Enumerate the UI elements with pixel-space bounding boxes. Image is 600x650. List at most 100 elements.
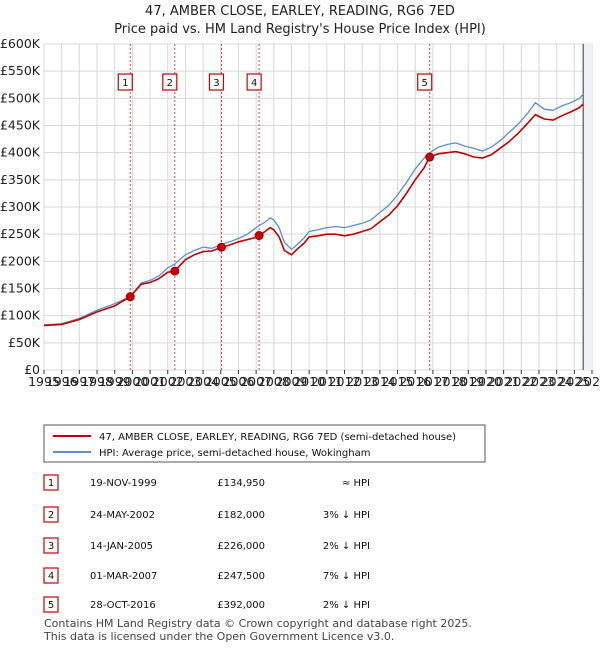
y-tick-label: £50K <box>8 335 41 350</box>
x-tick-label: 2013 <box>346 374 378 389</box>
x-tick-label: 2012 <box>329 374 361 389</box>
y-axis: £0 £50K £100K £150K £200K £250K £300K £350K £400… <box>0 36 41 377</box>
grid-lines <box>43 43 593 371</box>
row-date: 19-NOV-1999 <box>90 478 157 489</box>
x-tick-label: 2010 <box>293 374 325 389</box>
legend-price-label: 47, AMBER CLOSE, EARLEY, READING, RG6 7E… <box>99 432 456 443</box>
footer-copyright: Contains HM Land Registry data © Crown c… <box>44 617 472 630</box>
row-price: £392,000 <box>217 600 265 611</box>
price-paid-line <box>43 103 584 327</box>
row-date: 01-MAR-2007 <box>90 571 157 582</box>
row-hpi: 2% ↓ HPI <box>323 541 370 552</box>
table-row: 4 01-MAR-2007 £247,500 7% ↓ HPI <box>43 567 370 584</box>
sale-point <box>216 242 226 252</box>
x-tick-label: 2002 <box>152 374 184 389</box>
y-tick-label: £400K <box>0 145 41 160</box>
x-tick-label: 2018 <box>435 374 467 389</box>
x-tick-label: 2023 <box>523 374 555 389</box>
hpi-line <box>43 93 584 326</box>
x-tick-label: 2025 <box>558 374 590 389</box>
chart-subtitle: Price paid vs. HM Land Registry's House … <box>114 22 486 37</box>
x-tick-label: 2020 <box>470 374 502 389</box>
y-tick-label: £450K <box>0 118 41 133</box>
sale-point <box>170 266 180 276</box>
x-tick-label: 1995 <box>28 374 60 389</box>
x-tick-label: 1997 <box>63 374 95 389</box>
y-tick-label: £0 <box>24 362 40 377</box>
sales-table: 1 19-NOV-1999 £134,950 ≈ HPI 2 24-MAY-20… <box>43 474 370 613</box>
x-tick-label: 2017 <box>417 374 449 389</box>
x-axis: 1995199619971998199920002001200220032004… <box>28 370 600 389</box>
x-tick-label: 2009 <box>276 374 308 389</box>
row-marker-box <box>43 596 59 613</box>
y-tick-label: £200K <box>0 253 41 268</box>
sale-points <box>125 152 435 302</box>
x-tick-label: 2016 <box>399 374 431 389</box>
row-id: 2 <box>48 510 54 521</box>
y-tick-label: £550K <box>0 63 41 78</box>
x-tick-label: 2003 <box>170 374 202 389</box>
sale-point <box>125 292 135 302</box>
y-tick-label: £300K <box>0 199 41 214</box>
row-marker-box <box>43 567 59 584</box>
x-tick-label: 2019 <box>452 374 484 389</box>
sale-number-label: 1 <box>122 78 128 89</box>
sale-number-label: 2 <box>167 78 173 89</box>
sale-point <box>425 152 435 162</box>
x-tick-label: 2008 <box>258 374 290 389</box>
x-tick-label: 1999 <box>99 374 131 389</box>
row-price: £247,500 <box>217 571 265 582</box>
y-tick-label: £150K <box>0 281 41 296</box>
row-marker-box <box>43 474 59 491</box>
x-tick-label: 2001 <box>134 374 166 389</box>
series-lines <box>43 93 584 327</box>
x-tick-label: 2004 <box>187 374 219 389</box>
x-tick-label: 2022 <box>505 374 537 389</box>
x-tick-label: 2000 <box>116 374 148 389</box>
row-hpi: 2% ↓ HPI <box>323 600 370 611</box>
table-row: 3 14-JAN-2005 £226,000 2% ↓ HPI <box>43 537 370 554</box>
row-date: 14-JAN-2005 <box>90 541 153 552</box>
row-marker-box <box>43 537 59 554</box>
sale-number-box <box>117 73 133 91</box>
x-tick-label: 2014 <box>364 374 396 389</box>
y-tick-label: £100K <box>0 308 41 323</box>
x-tick-label: 2015 <box>382 374 414 389</box>
table-row: 2 24-MAY-2002 £182,000 3% ↓ HPI <box>43 506 370 523</box>
x-tick-label: 2005 <box>205 374 237 389</box>
x-tick-label: 2021 <box>488 374 520 389</box>
row-price: £182,000 <box>217 510 265 521</box>
x-tick-label: 2024 <box>541 374 573 389</box>
sale-point <box>254 231 264 241</box>
table-row: 1 19-NOV-1999 £134,950 ≈ HPI <box>43 474 370 491</box>
row-hpi: 7% ↓ HPI <box>323 571 370 582</box>
x-tick-label: 2007 <box>240 374 272 389</box>
row-marker-box <box>43 506 59 523</box>
sale-number-box <box>246 73 262 91</box>
chart-title: 47, AMBER CLOSE, EARLEY, READING, RG6 7E… <box>145 4 455 19</box>
legend-box <box>43 424 486 463</box>
legend-hpi-label: HPI: Average price, semi-detached house,… <box>99 448 370 459</box>
sale-marker-lines: 1 2 3 4 5 <box>117 44 433 370</box>
row-id: 3 <box>48 541 54 552</box>
sale-number-label: 4 <box>251 78 257 89</box>
row-price: £226,000 <box>217 541 265 552</box>
y-tick-label: £350K <box>0 172 41 187</box>
x-tick-label: 2011 <box>311 374 343 389</box>
row-date: 28-OCT-2016 <box>90 600 156 611</box>
y-tick-label: £250K <box>0 226 41 241</box>
row-date: 24-MAY-2002 <box>90 510 155 521</box>
sale-number-box <box>162 73 178 91</box>
row-id: 5 <box>48 600 54 611</box>
x-tick-label: 2006 <box>223 374 255 389</box>
row-price: £134,950 <box>217 478 265 489</box>
y-tick-label: £500K <box>0 90 41 105</box>
table-row: 5 28-OCT-2016 £392,000 2% ↓ HPI <box>43 596 370 613</box>
sale-number-label: 5 <box>422 78 428 89</box>
footer-license: This data is licensed under the Open Gov… <box>44 630 395 643</box>
x-tick-label: 2026 <box>576 374 600 389</box>
forecast-shade <box>583 44 592 370</box>
row-id: 4 <box>48 571 54 582</box>
footer-notice: Contains HM Land Registry data © Crown c… <box>44 617 472 643</box>
y-tick-label: £600K <box>0 36 41 51</box>
